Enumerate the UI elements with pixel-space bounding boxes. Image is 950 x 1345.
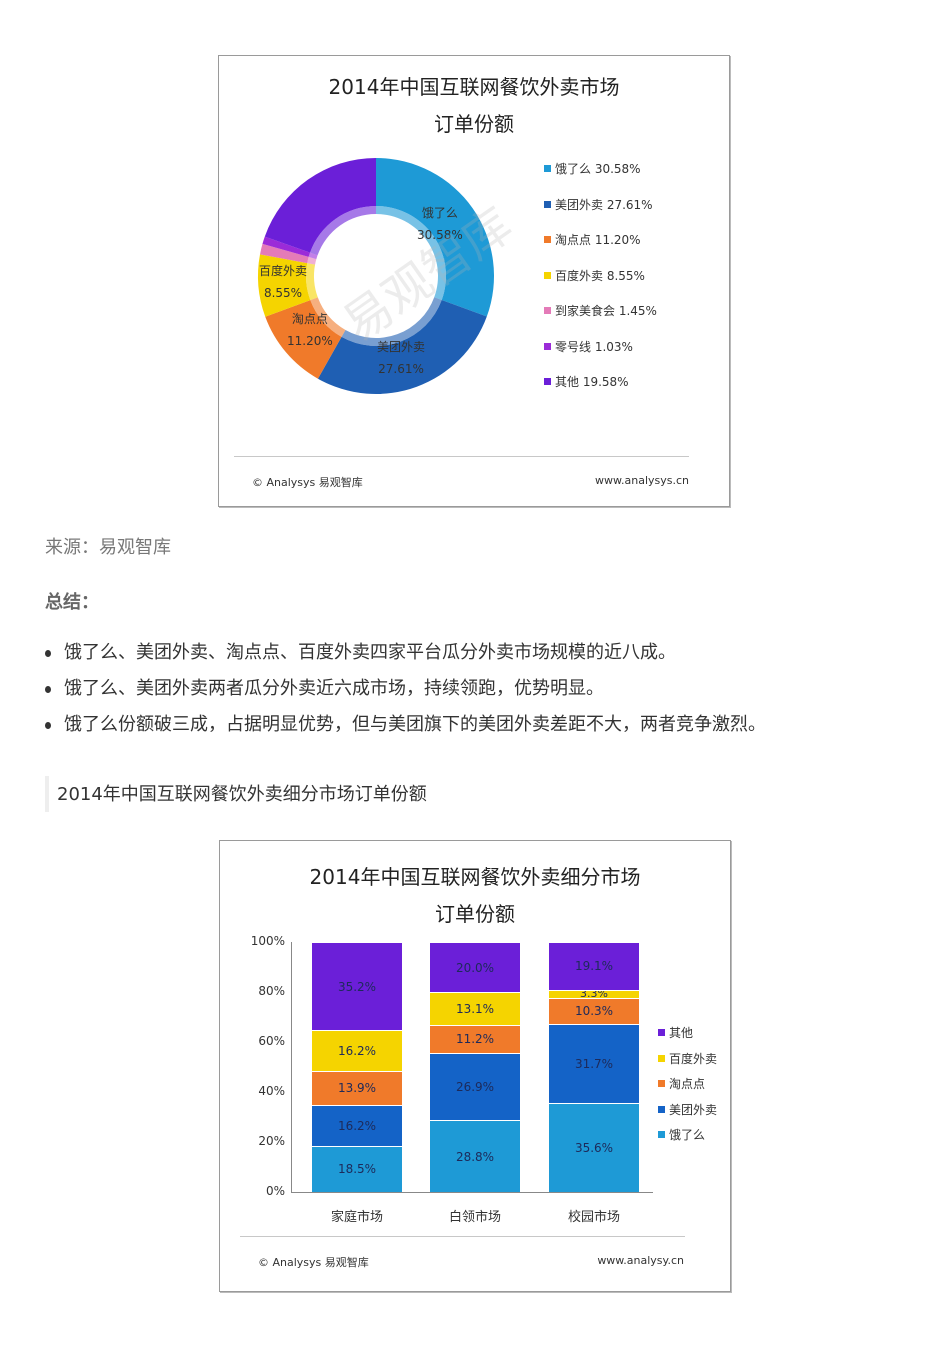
bar-chart-title: 2014年中国互联网餐饮外卖细分市场 [309,865,641,889]
bar-stack: 28.8% 26.9% 11.2% 13.1% 20.0% [430,942,520,1192]
list-item: 饿了么、美团外卖、淘点点、百度外卖四家平台瓜分外卖市场规模的近八成。 [45,640,766,676]
legend-swatch-icon [544,165,551,172]
legend-label: 饿了么 [669,1128,706,1142]
bar-segment: 16.2% [312,1105,402,1146]
donut-slice [376,158,494,317]
legend-item: 淘点点 11.20% [544,231,641,248]
bar-segment: 35.6% [549,1103,639,1192]
footer-url: www.analysy.cn [597,1254,684,1267]
legend-label: 淘点点 11.20% [555,233,641,247]
bar-segment: 31.7% [549,1023,639,1103]
legend-item: 饿了么 [658,1126,705,1143]
pie-chart-title: 2014年中国互联网餐饮外卖市场 [328,75,620,99]
y-axis-tick: 20% [258,1134,285,1148]
legend-label: 饿了么 30.58% [555,162,641,176]
legend-item: 淘点点 [658,1075,705,1092]
x-axis-category-label: 校园市场 [567,1210,620,1225]
donut-slice [264,158,376,253]
donut-slice [265,300,342,379]
list-item: 饿了么份额破三成，占据明显优势，但与美团旗下的美团外卖差距不大，两者竞争激烈。 [45,712,766,748]
donut-slice [317,300,487,394]
donut-slice [258,254,311,317]
y-axis-line [291,942,292,1192]
source-text: 来源：易观智库 [45,537,171,558]
y-axis-tick: 0% [265,1184,285,1198]
bar-segment: 26.9% [430,1052,520,1120]
slice-label-taodiandian: 淘点点 11.20% [287,312,333,348]
legend-label: 其他 [669,1026,694,1040]
x-axis-category-label: 家庭市场 [330,1210,383,1225]
legend-swatch-icon [658,1029,665,1036]
legend-item: 美团外卖 27.61% [544,196,653,213]
legend-item: 其他 [658,1024,693,1041]
x-axis-line [291,1192,653,1193]
legend-label: 百度外卖 [669,1051,718,1066]
bar-segment: 19.1% [549,942,639,990]
y-axis-tick: 40% [258,1084,285,1098]
legend-item: 零号线 1.03% [544,338,633,355]
bar-segment: 11.2% [430,1024,520,1053]
section-heading: 2014年中国互联网餐饮外卖细分市场订单份额 [45,776,427,812]
bar-segment: 35.2% [312,942,402,1030]
legend-item: 其他 19.58% [544,373,629,390]
pie-chart-subtitle: 订单份额 [434,112,514,136]
bar-stack: 18.5% 16.2% 13.9% 16.2% 35.2% [312,942,402,1192]
bar-segment: 13.1% [430,992,520,1025]
y-axis-tick: 80% [258,984,285,998]
pie-chart-figure: 2014年中国互联网餐饮外卖市场 订单份额 饿了么 30.58% 美团外卖 27.6… [218,55,730,507]
legend-label: 到家美食会 1.45% [555,304,657,318]
legend-item: 百度外卖 8.55% [544,267,645,284]
y-axis-tick: 100% [250,934,285,948]
legend-item: 到家美食会 1.45% [544,302,657,319]
bar-segment: 18.5% [312,1145,402,1192]
footer-copyright: © Analysys 易观智库 [252,476,363,489]
legend-swatch-icon [544,236,551,243]
bar-segment: 16.2% [312,1030,402,1071]
footer-copyright: © Analysys 易观智库 [258,1256,369,1269]
legend-label: 美团外卖 [669,1102,718,1117]
slice-label-meituan: 美团外卖 27.61% [377,340,426,376]
donut-slice [262,236,311,257]
legend-swatch-icon [544,271,551,279]
legend-item: 百度外卖 [658,1050,717,1067]
legend-swatch-icon [544,378,551,385]
legend-label: 百度外卖 8.55% [555,268,645,283]
footer-divider [234,456,689,457]
donut-slice [260,243,309,264]
bar-chart-subtitle: 订单份额 [435,902,515,926]
legend-label: 美团外卖 27.61% [555,197,653,212]
bar-chart-figure: 2014年中国互联网餐饮外卖细分市场 订单份额 100% 80% 60% 40% 20%… [219,840,731,1292]
bar-segment: 20.0% [430,942,520,992]
legend-swatch-icon [658,1131,665,1138]
footer-divider [240,1236,685,1237]
list-item: 饿了么、美团外卖两者瓜分外卖近六成市场，持续领跑，优势明显。 [45,676,766,712]
bar-segment: 10.3% [549,998,639,1024]
bar-stack: 35.6% 31.7% 10.3% 3.3% 19.1% [549,942,639,1192]
slice-label-eleme: 饿了么 30.58% [417,206,463,242]
legend-label: 零号线 1.03% [555,339,633,354]
legend-swatch-icon [544,200,551,208]
bar-segment: 28.8% [430,1120,520,1192]
legend-label: 淘点点 [669,1077,706,1091]
legend-label: 其他 19.58% [555,375,629,389]
legend-swatch-icon [658,1054,665,1062]
bar-segment: 3.3% [549,989,639,998]
legend-swatch-icon [658,1105,665,1113]
slice-label-baidu: 百度外卖 8.55% [259,264,308,300]
footer-url: www.analysys.cn [595,474,689,487]
legend-item: 美团外卖 [658,1101,717,1118]
legend-item: 饿了么 30.58% [544,160,641,177]
bar-segment: 13.9% [312,1070,402,1106]
summary-list: 饿了么、美团外卖、淘点点、百度外卖四家平台瓜分外卖市场规模的近八成。 饿了么、美… [45,640,766,748]
legend-swatch-icon [658,1080,665,1087]
y-axis-tick: 60% [258,1034,285,1048]
legend-swatch-icon [544,307,551,314]
legend-swatch-icon [544,342,551,350]
donut-chart [258,158,494,394]
summary-heading: 总结： [45,592,99,613]
x-axis-category-label: 白领市场 [448,1210,501,1225]
